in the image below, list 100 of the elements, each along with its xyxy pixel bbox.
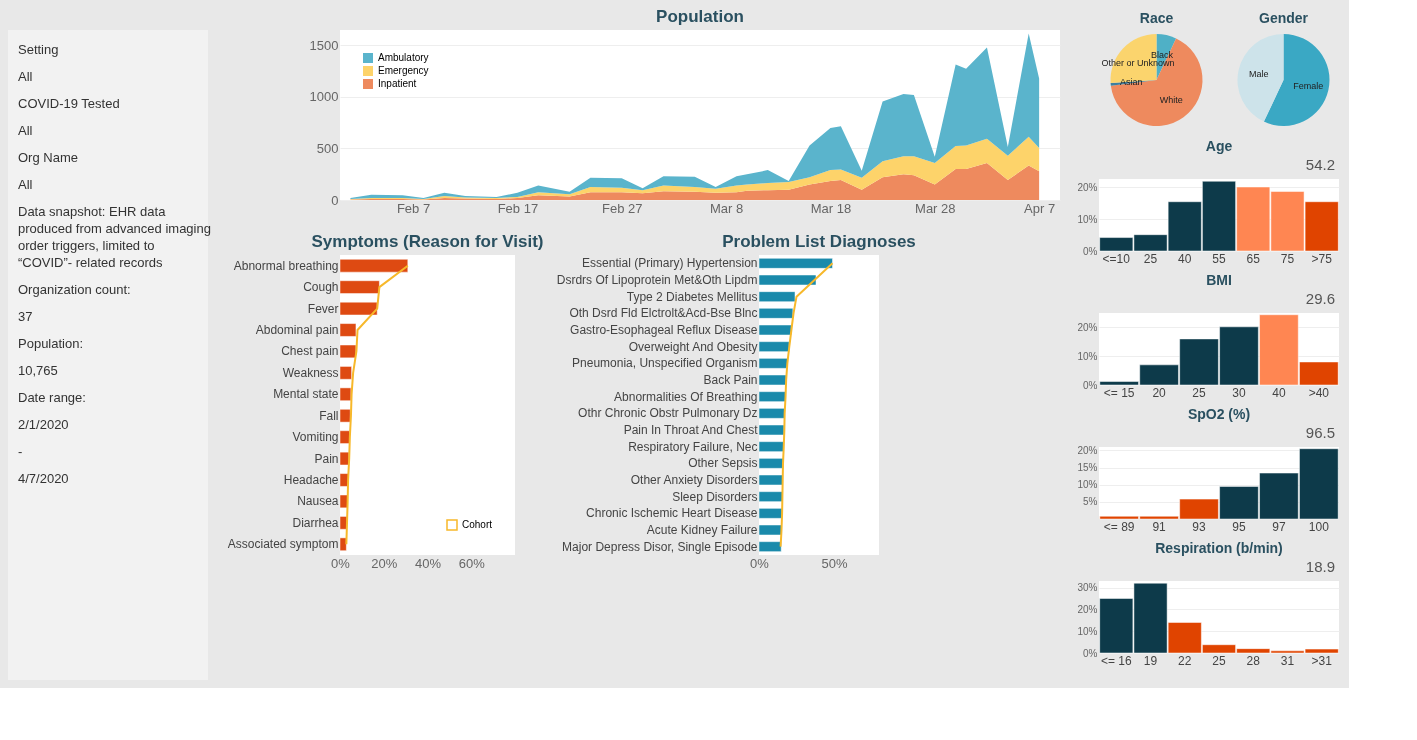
x-tick-label: 0%	[331, 555, 351, 571]
y-tick-label: Major Depress Disor, Single Episode	[562, 539, 758, 554]
x-tick-label: 95	[1232, 519, 1246, 534]
y-tick-label: Sleep Disorders	[672, 489, 758, 504]
x-tick-label: <=10	[1102, 251, 1131, 266]
x-tick-label: 97	[1272, 519, 1286, 534]
y-tick-label: Pneumonia, Unspecified Organism	[572, 356, 758, 371]
y-tick-label: Abnormalities Of Breathing	[614, 389, 758, 404]
text: Data snapshot: EHR data produced from advanced imaging order triggers, limited to “COVID”- related records	[18, 204, 211, 270]
y-tick-label: 20%	[1077, 444, 1098, 456]
chart-title: Population	[656, 7, 744, 26]
text: 54.2	[1305, 156, 1335, 173]
x-tick-label: 100	[1308, 519, 1330, 534]
x-tick-label: >40	[1308, 385, 1330, 400]
slice-label: White	[1159, 95, 1183, 106]
text: 37	[18, 309, 33, 324]
y-tick-label: Oth Dsrd Fld Elctrolt&Acd-Bse Blnc	[569, 306, 758, 321]
y-tick-label: Headache	[283, 473, 339, 487]
x-tick-label: 19	[1143, 653, 1158, 668]
y-tick-label: Essential (Primary) Hypertension	[582, 256, 758, 271]
pie-slice	[1237, 34, 1284, 122]
y-tick-label: Other Anxiety Disorders	[630, 473, 758, 487]
text: Org Name	[18, 150, 78, 165]
text: 10,765	[18, 363, 58, 378]
text: 4/7/2020	[18, 471, 69, 486]
y-tick-label: Mental state	[273, 387, 339, 402]
y-tick-label: Pain	[314, 451, 339, 466]
x-tick-label: <= 89	[1103, 519, 1135, 534]
y-tick-label: 30%	[1077, 582, 1098, 594]
y-tick-label: Cough	[303, 280, 339, 295]
x-tick-label: 50%	[821, 555, 848, 571]
x-tick-label: 20	[1152, 385, 1167, 400]
legend-label: Inpatient	[378, 78, 417, 89]
x-tick-label: 75	[1280, 251, 1295, 266]
y-tick-label: Associated symptom	[227, 537, 339, 552]
y-tick-label: Vomiting	[292, 430, 339, 445]
x-tick-label: 93	[1192, 519, 1207, 534]
text: 29.6	[1305, 290, 1335, 307]
x-tick-label: 25	[1212, 653, 1226, 668]
y-tick-label: 5%	[1083, 496, 1098, 508]
text: Date range:	[18, 390, 86, 405]
x-tick-label: 60%	[458, 555, 486, 571]
text: All	[18, 123, 33, 138]
x-tick-label: 0%	[750, 555, 770, 571]
text: 18.9	[1305, 558, 1335, 575]
y-tick-label: Nausea	[297, 494, 339, 509]
x-tick-label: 25	[1192, 385, 1207, 400]
y-tick-label: Diarrhea	[292, 515, 339, 530]
x-tick-label: 25	[1143, 251, 1158, 266]
x-tick-label: >75	[1311, 251, 1333, 266]
x-tick-label: Feb 27	[602, 200, 643, 216]
y-tick-label: Pain In Throat And Chest	[623, 423, 759, 437]
x-tick-label: 31	[1280, 653, 1295, 668]
text: 2/1/2020	[18, 417, 69, 432]
x-tick-label: Mar 28	[915, 200, 956, 216]
y-tick-label: 10%	[1077, 479, 1098, 491]
text: All	[18, 177, 33, 192]
x-tick-label: 55	[1212, 251, 1226, 266]
x-tick-label: Feb 17	[497, 200, 539, 216]
y-tick-label: Type 2 Diabetes Mellitus	[626, 289, 758, 304]
x-tick-label: 40	[1178, 251, 1192, 266]
text: All	[18, 69, 33, 84]
slice-label: Male	[1249, 69, 1269, 80]
y-tick-label: Dsrdrs Of Lipoprotein Met&Oth Lipdm	[556, 273, 758, 287]
text: COVID-19 Tested	[18, 96, 120, 111]
y-tick-label: 1000	[309, 89, 339, 105]
text: 96.5	[1305, 424, 1335, 441]
x-tick-label: Mar 18	[810, 200, 852, 216]
y-tick-label: 15%	[1077, 462, 1098, 474]
chart-title: BMI	[1206, 272, 1232, 288]
text: -	[18, 444, 23, 459]
text: Setting	[18, 42, 59, 57]
x-tick-label: <= 15	[1103, 385, 1135, 400]
y-tick-label: Chest pain	[281, 344, 339, 359]
text: Organization count:	[18, 282, 131, 297]
y-tick-label: 500	[316, 140, 339, 156]
y-tick-label: 10%	[1077, 213, 1098, 225]
x-tick-label: 30	[1232, 385, 1246, 400]
y-tick-label: 20%	[1077, 321, 1098, 333]
text: Population:	[18, 336, 84, 351]
chart-title: Age	[1205, 138, 1233, 154]
chart-title: Race	[1139, 10, 1174, 26]
y-tick-label: 10%	[1077, 350, 1098, 362]
x-tick-label: 40	[1272, 385, 1286, 400]
legend-label: Ambulatory	[378, 52, 429, 63]
chart-title: Gender	[1258, 10, 1309, 26]
chart-title: Respiration (b/min)	[1155, 540, 1283, 556]
chart-title: Symptoms (Reason for Visit)	[311, 232, 544, 251]
y-tick-label: Other Sepsis	[688, 456, 758, 471]
x-tick-label: 20%	[371, 555, 398, 571]
y-tick-label: Acute Kidney Failure	[646, 523, 758, 537]
y-tick-label: Abdominal pain	[255, 323, 339, 337]
y-tick-label: 10%	[1077, 625, 1098, 637]
y-tick-label: 20%	[1077, 603, 1098, 615]
y-tick-label: Fever	[307, 301, 339, 316]
x-tick-label: >31	[1311, 653, 1333, 668]
y-tick-label: 20%	[1077, 181, 1098, 193]
y-tick-label: Gastro-Esophageal Reflux Disease	[570, 323, 758, 337]
y-tick-label: Fall	[319, 408, 339, 423]
y-tick-label: Respiratory Failure, Nec	[628, 439, 758, 454]
